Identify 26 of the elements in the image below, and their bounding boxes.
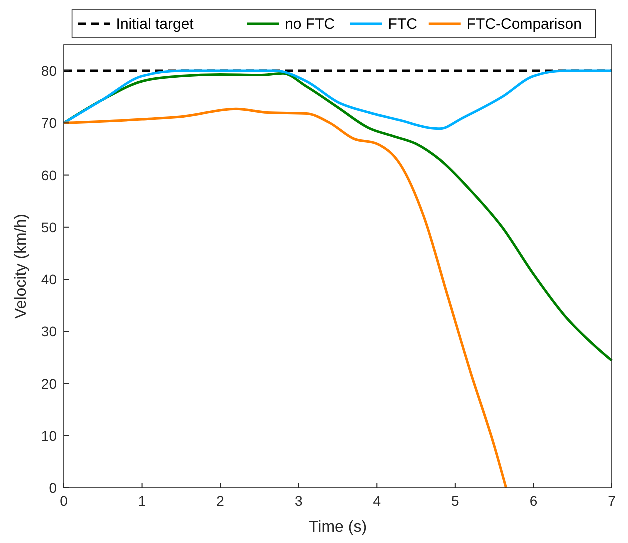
x-tick-label: 4 bbox=[373, 493, 382, 509]
x-axis-title: Time (s) bbox=[308, 519, 368, 536]
y-tick-label: 20 bbox=[41, 376, 58, 392]
line-series bbox=[62, 70, 614, 130]
y-tick-label: 60 bbox=[41, 167, 58, 184]
y-tick-label: 0 bbox=[49, 480, 58, 496]
legend-label: FTC bbox=[388, 16, 418, 33]
legend-label: no FTC bbox=[285, 16, 336, 33]
legend-label: FTC-Comparison bbox=[466, 16, 582, 33]
x-tick-label: 1 bbox=[138, 493, 146, 509]
x-tick-label: 0 bbox=[60, 493, 68, 509]
y-tick-label: 70 bbox=[41, 115, 58, 132]
x-tick-label: 6 bbox=[530, 493, 538, 509]
line-series bbox=[62, 72, 614, 362]
legend-label: Initial target bbox=[116, 16, 195, 33]
y-tick-label: 50 bbox=[41, 219, 58, 236]
line-series bbox=[62, 108, 508, 490]
x-tick-label: 5 bbox=[452, 493, 460, 509]
x-tick-label: 2 bbox=[216, 493, 225, 509]
y-tick-label: 80 bbox=[41, 63, 58, 80]
x-tick-label: 3 bbox=[294, 493, 303, 509]
x-tick-label: 7 bbox=[608, 493, 616, 509]
y-axis-title: Velocity (km/h) bbox=[13, 214, 30, 319]
y-tick-label: 30 bbox=[41, 324, 58, 340]
y-tick-label: 10 bbox=[41, 428, 58, 444]
y-tick-label: 40 bbox=[41, 272, 58, 288]
